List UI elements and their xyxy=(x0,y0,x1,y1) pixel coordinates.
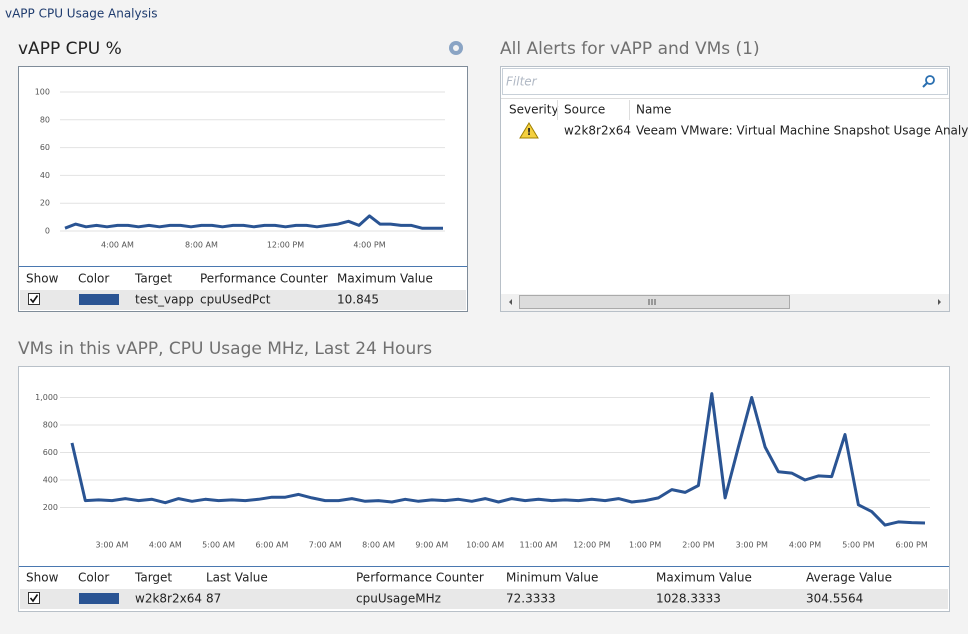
column-header: Maximum Value xyxy=(337,272,433,286)
table-row xyxy=(20,589,948,609)
column-header: Name xyxy=(636,103,671,117)
x-tick-label: 4:00 PM xyxy=(353,241,385,250)
column-header: Severity xyxy=(509,103,559,117)
x-tick-label: 12:00 PM xyxy=(573,541,610,550)
y-tick-label: 60 xyxy=(40,143,50,152)
column-header: Average Value xyxy=(806,571,892,585)
column-header: Color xyxy=(78,272,109,286)
target: test_vapp xyxy=(135,293,194,307)
y-tick-label: 20 xyxy=(40,199,50,208)
svg-text:!: ! xyxy=(527,127,532,138)
page-title: vAPP CPU Usage Analysis xyxy=(5,7,157,21)
warning-icon: ! xyxy=(519,122,539,139)
alerts-panel xyxy=(500,66,950,312)
chart-panel xyxy=(18,366,950,612)
x-tick-label: 6:00 PM xyxy=(896,541,928,550)
chart-title: vAPP CPU % xyxy=(18,39,122,59)
table-row xyxy=(20,290,466,310)
y-tick-label: 80 xyxy=(40,115,50,124)
y-tick-label: 40 xyxy=(40,171,50,180)
x-tick-label: 5:00 PM xyxy=(842,541,874,550)
x-tick-label: 3:00 PM xyxy=(736,541,768,550)
y-tick-label: 600 xyxy=(43,448,58,457)
alerts-title: All Alerts for vAPP and VMs (1) xyxy=(500,39,760,59)
filter-placeholder: Filter xyxy=(506,75,538,89)
column-header: Show xyxy=(26,571,59,585)
x-tick-label: 8:00 AM xyxy=(362,541,395,550)
average: 304.5564 xyxy=(806,592,863,606)
x-tick-label: 7:00 AM xyxy=(309,541,342,550)
column-header: Performance Counter xyxy=(200,272,328,286)
y-tick-label: 400 xyxy=(43,476,58,485)
column-header: Last Value xyxy=(206,571,268,585)
checkbox[interactable] xyxy=(28,293,40,305)
maximum: 10.845 xyxy=(337,293,379,307)
x-tick-label: 4:00 AM xyxy=(101,241,134,250)
x-tick-label: 4:00 PM xyxy=(789,541,821,550)
scrollbar[interactable] xyxy=(501,294,949,311)
column-header: Target xyxy=(134,272,172,286)
minimum: 72.3333 xyxy=(506,592,556,606)
x-tick-label: 8:00 AM xyxy=(185,241,218,250)
line xyxy=(70,392,926,527)
column-header: Performance Counter xyxy=(356,571,484,585)
x-tick-label: 9:00 AM xyxy=(415,541,448,550)
alert-name: Veeam VMware: Virtual Machine Snapshot U… xyxy=(636,124,968,138)
y-tick-label: 100 xyxy=(35,88,50,97)
x-tick-label: 11:00 AM xyxy=(519,541,557,550)
y-tick-label: 200 xyxy=(43,503,58,512)
filter-box[interactable] xyxy=(502,68,948,95)
target: w2k8r2x64 xyxy=(135,592,202,606)
x-tick-label: 10:00 AM xyxy=(466,541,504,550)
x-tick-label: 1:00 PM xyxy=(629,541,661,550)
checkbox[interactable] xyxy=(28,592,40,604)
x-tick-label: 6:00 AM xyxy=(255,541,288,550)
color-swatch xyxy=(79,593,119,604)
maximum: 1028.3333 xyxy=(656,592,721,606)
last-value: 87 xyxy=(206,592,221,606)
column-header: Show xyxy=(26,272,59,286)
x-tick-label: 5:00 AM xyxy=(202,541,235,550)
color-swatch xyxy=(79,294,119,305)
x-tick-label: 12:00 PM xyxy=(267,241,304,250)
y-tick-label: 800 xyxy=(43,421,58,430)
column-header: Maximum Value xyxy=(656,571,752,585)
settings-icon[interactable] xyxy=(449,41,463,55)
y-tick-label: 0 xyxy=(45,227,50,236)
column-header: Target xyxy=(134,571,172,585)
x-tick-label: 3:00 AM xyxy=(96,541,129,550)
y-tick-label: 1,000 xyxy=(35,393,58,402)
counter: cpuUsageMHz xyxy=(356,592,441,606)
x-tick-label: 2:00 PM xyxy=(682,541,714,550)
counter: cpuUsedPct xyxy=(200,293,271,307)
x-tick-label: 4:00 AM xyxy=(149,541,182,550)
chart-panel xyxy=(18,66,468,312)
column-header: Color xyxy=(78,571,109,585)
column-header: Minimum Value xyxy=(506,571,598,585)
column-header: Source xyxy=(564,103,605,117)
search-icon[interactable] xyxy=(922,75,935,88)
chart-title: VMs in this vAPP, CPU Usage MHz, Last 24… xyxy=(18,339,432,359)
line xyxy=(64,214,443,230)
alert-source: w2k8r2x64 xyxy=(564,124,631,138)
